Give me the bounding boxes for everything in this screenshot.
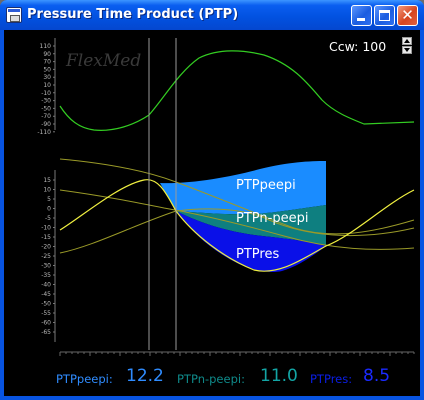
minimize-icon xyxy=(357,18,365,21)
y-tick-label: -10 xyxy=(41,90,51,97)
x-ticks xyxy=(59,352,415,356)
pressure-trace xyxy=(59,179,415,272)
y-tick-label: -30 xyxy=(41,263,51,270)
maximize-button[interactable] xyxy=(374,5,395,26)
y-tick-label: -60 xyxy=(41,320,51,327)
y-tick-label: -70 xyxy=(41,113,51,120)
ptp-res-readout-label: PTPres: xyxy=(310,372,353,386)
ptp-n-peepi-readout-value: 11.0 xyxy=(260,366,298,386)
y-tick-label: -55 xyxy=(41,310,51,317)
arrow-up-icon xyxy=(404,39,410,43)
ccw-label: Ccw: xyxy=(329,39,359,54)
reference-trace-middle xyxy=(59,189,415,250)
y-tick-label: -65 xyxy=(41,329,51,336)
ptp-res-readout-value: 8.5 xyxy=(363,366,391,386)
ptp-n-peepi-region xyxy=(176,205,326,246)
close-icon: ✕ xyxy=(401,6,414,24)
minimize-button[interactable] xyxy=(351,5,372,26)
y-tick-label: -45 xyxy=(41,291,51,298)
y-tick-label: -50 xyxy=(41,105,51,112)
watermark-logo: FlexMed xyxy=(65,51,141,71)
ccw-increase-button[interactable] xyxy=(402,37,412,45)
arrow-down-icon xyxy=(404,48,410,52)
client-area: FlexMed 110 90 70 50 30 10 -10 -30 -50 -70 -90 -110… xyxy=(4,30,420,396)
ptp-res-region-label: PTPres xyxy=(236,247,279,262)
ccw-decrease-button[interactable] xyxy=(402,46,412,54)
ptp-plot: FlexMed 1109070503010-10-30-50-70-90-110… xyxy=(37,38,415,356)
reference-trace-lower xyxy=(59,208,415,254)
y-tick-label: 5 xyxy=(47,196,51,203)
ptp-n-peepi-readout-label: PTPn-peepi: xyxy=(177,372,245,386)
ccw-value[interactable]: 100 xyxy=(362,39,387,54)
y-tick-label: 10 xyxy=(43,187,51,194)
window-app-icon[interactable] xyxy=(6,7,22,23)
y-tick-label: -25 xyxy=(41,253,51,260)
y-tick-label: 90 xyxy=(43,51,51,58)
close-button[interactable]: ✕ xyxy=(397,5,418,26)
ccw-control: Ccw: 100 xyxy=(329,39,386,54)
y-tick-label: -20 xyxy=(41,244,51,251)
title-bar[interactable]: Pressure Time Product (PTP) ✕ xyxy=(0,0,424,30)
ptp-n-peepi-region-label: PTPn-peepi xyxy=(236,211,308,226)
reference-trace-upper xyxy=(59,158,415,235)
lower-y-ticks: 15 10 5 0 -5 -10 -15 -20 -25 -30 -35 -40 -45 -50 -55 -6… xyxy=(41,177,55,336)
y-tick-label: -10 xyxy=(41,225,51,232)
y-tick-label: 30 xyxy=(43,74,51,81)
ptp-peepi-region xyxy=(160,161,326,215)
ptp-peepi-region-label: PTPpeepi xyxy=(236,178,296,193)
y-tick-label: -50 xyxy=(41,301,51,308)
flow-trace xyxy=(59,50,415,131)
y-tick-label: -30 xyxy=(41,98,51,105)
y-tick-label: 10 xyxy=(43,82,51,89)
y-tick-label: -90 xyxy=(41,121,51,128)
y-tick-label: 70 xyxy=(43,59,51,66)
window-title: Pressure Time Product (PTP) xyxy=(27,7,239,22)
y-tick-label: -110 xyxy=(37,129,51,136)
y-tick-label: 50 xyxy=(43,66,51,73)
ccw-spinner[interactable] xyxy=(402,37,412,55)
ptp-peepi-readout-value: 12.2 xyxy=(126,366,164,386)
y-tick-label: -5 xyxy=(45,215,51,222)
y-tick-label: -15 xyxy=(41,234,51,241)
maximize-icon xyxy=(379,10,390,21)
y-tick-label: 15 xyxy=(43,177,51,184)
y-tick-label: 110 xyxy=(40,43,52,50)
y-tick-label: 0 xyxy=(47,206,51,213)
ptp-peepi-readout-label: PTPpeepi: xyxy=(56,372,113,386)
ptp-res-region xyxy=(176,211,326,273)
y-tick-label: -40 xyxy=(41,282,51,289)
y-tick-label: -35 xyxy=(41,272,51,279)
ptp-readouts: PTPpeepi: 12.2 PTPn-peepi: 11.0 PTPres: … xyxy=(4,364,420,390)
